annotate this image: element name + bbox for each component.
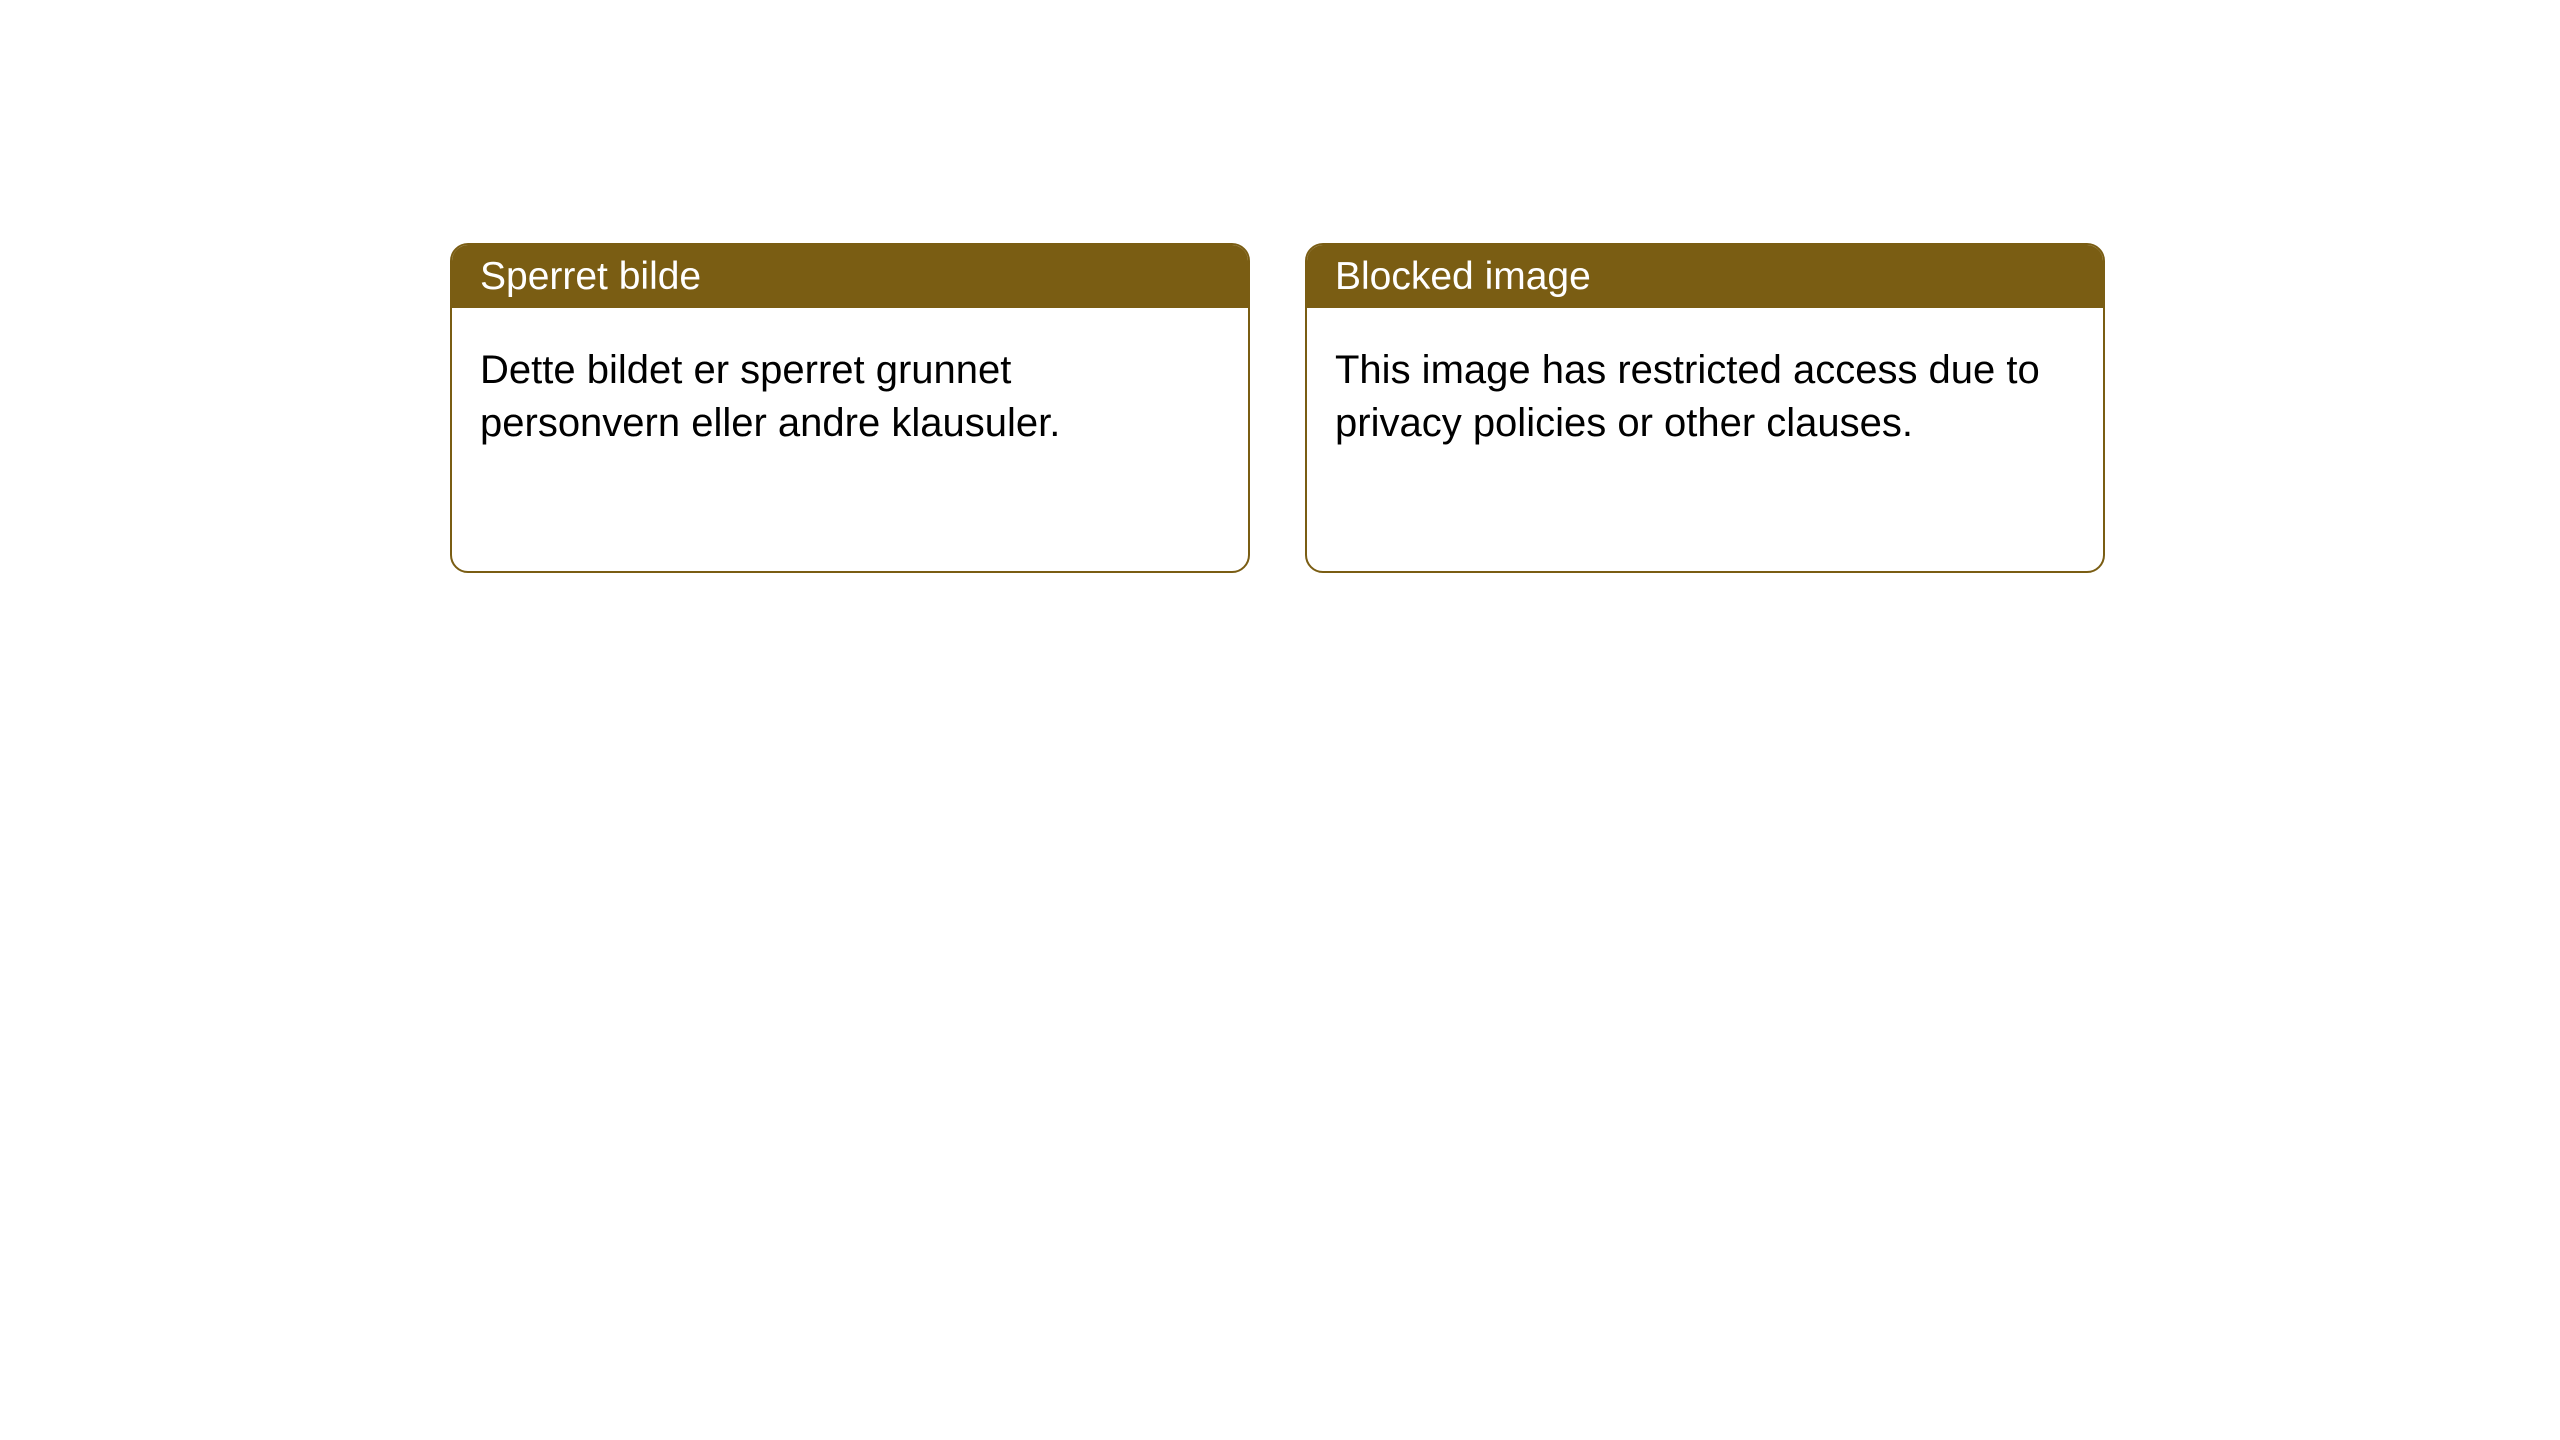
blocked-image-card-en: Blocked image This image has restricted … [1305,243,2105,573]
card-body: Dette bildet er sperret grunnet personve… [452,308,1248,478]
card-header: Blocked image [1307,245,2103,308]
blocked-image-card-no: Sperret bilde Dette bildet er sperret gr… [450,243,1250,573]
cards-container: Sperret bilde Dette bildet er sperret gr… [450,243,2105,573]
card-header: Sperret bilde [452,245,1248,308]
card-body: This image has restricted access due to … [1307,308,2103,478]
